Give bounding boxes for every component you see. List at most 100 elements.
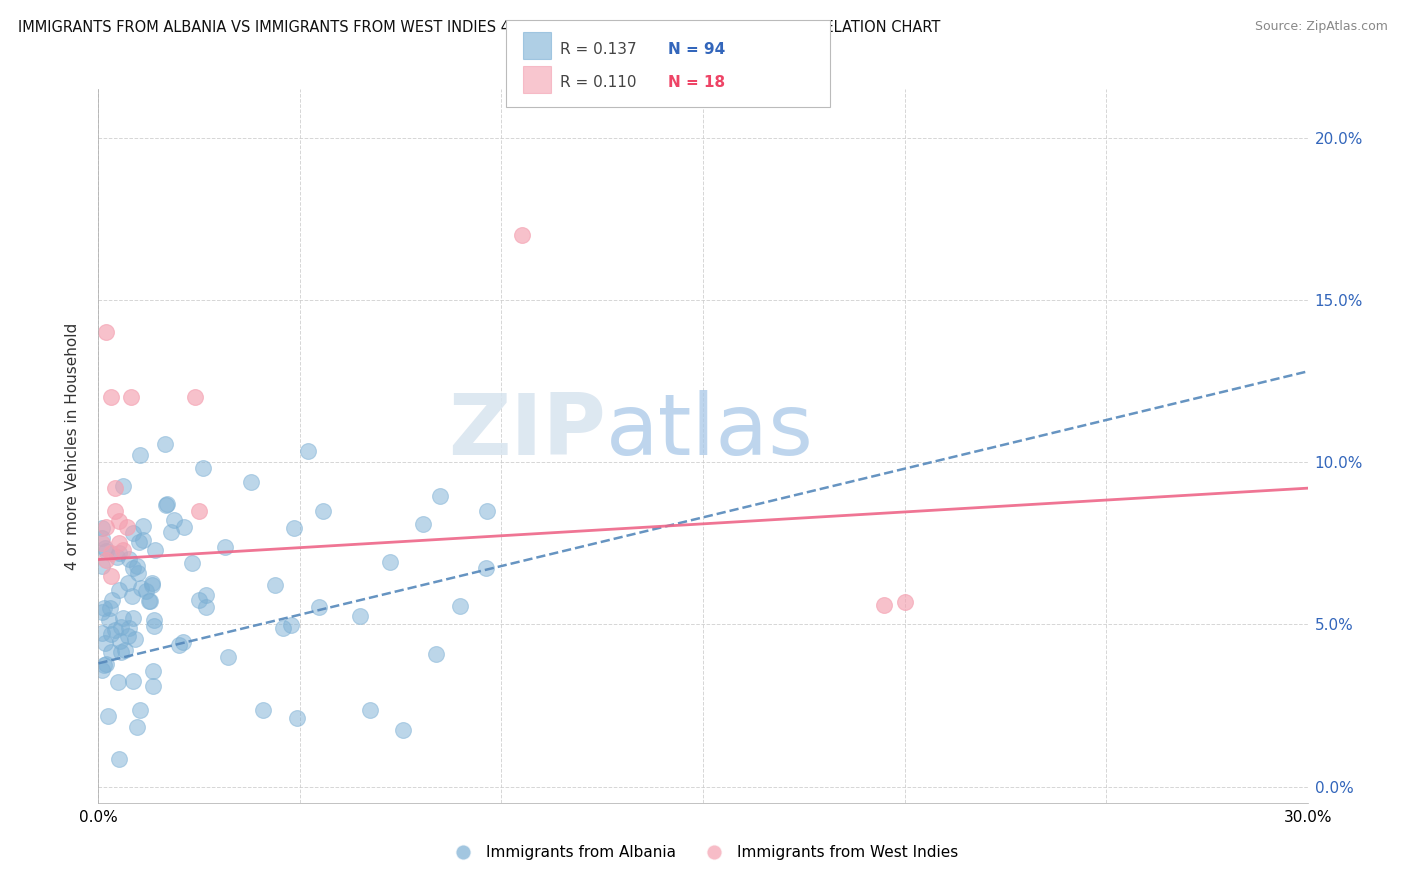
- Immigrants from Albania: [214, 540, 236, 554]
- Text: Source: ZipAtlas.com: Source: ZipAtlas.com: [1254, 20, 1388, 33]
- Immigrants from Albania: [285, 711, 308, 725]
- Immigrants from Albania: [312, 504, 335, 518]
- Immigrants from Albania: [107, 752, 129, 766]
- Text: ZIP: ZIP: [449, 390, 606, 474]
- Immigrants from Albania: [141, 575, 163, 590]
- Immigrants from Albania: [195, 599, 218, 614]
- Immigrants from Albania: [475, 561, 498, 575]
- Immigrants from West Indies: [96, 326, 118, 340]
- Immigrants from Albania: [108, 546, 131, 560]
- Immigrants from Albania: [143, 542, 166, 557]
- Immigrants from Albania: [93, 657, 115, 672]
- Text: N = 18: N = 18: [668, 76, 725, 90]
- Immigrants from West Indies: [893, 595, 915, 609]
- Immigrants from Albania: [114, 643, 136, 657]
- Immigrants from Albania: [142, 619, 165, 633]
- Immigrants from Albania: [271, 621, 294, 635]
- Immigrants from West Indies: [100, 546, 122, 560]
- Immigrants from Albania: [100, 592, 122, 607]
- Immigrants from Albania: [110, 633, 132, 648]
- Immigrants from Albania: [121, 674, 143, 689]
- Immigrants from West Indies: [107, 514, 129, 528]
- Immigrants from Albania: [252, 703, 274, 717]
- Immigrants from Albania: [160, 525, 183, 540]
- Immigrants from West Indies: [100, 568, 122, 582]
- Immigrants from Albania: [104, 623, 127, 637]
- Immigrants from Albania: [477, 504, 499, 518]
- Immigrants from Albania: [93, 541, 115, 556]
- Immigrants from Albania: [107, 674, 129, 689]
- Immigrants from Albania: [155, 498, 177, 512]
- Immigrants from Albania: [118, 621, 141, 635]
- Immigrants from West Indies: [120, 390, 142, 404]
- Immigrants from Albania: [122, 611, 145, 625]
- Immigrants from Albania: [125, 720, 148, 734]
- Immigrants from Albania: [118, 551, 141, 566]
- Immigrants from Albania: [96, 543, 118, 558]
- Immigrants from Albania: [188, 592, 211, 607]
- Immigrants from Albania: [91, 605, 114, 619]
- Immigrants from Albania: [169, 638, 191, 652]
- Immigrants from Albania: [138, 594, 160, 608]
- Immigrants from Albania: [142, 665, 165, 679]
- Immigrants from Albania: [173, 520, 195, 534]
- Immigrants from Albania: [93, 601, 115, 615]
- Immigrants from Albania: [94, 657, 117, 672]
- Immigrants from Albania: [153, 436, 176, 450]
- Immigrants from Albania: [100, 627, 122, 641]
- Immigrants from Albania: [156, 497, 179, 511]
- Immigrants from West Indies: [873, 598, 896, 612]
- Immigrants from Albania: [111, 478, 134, 492]
- Immigrants from West Indies: [96, 520, 118, 534]
- Immigrants from Albania: [110, 620, 132, 634]
- Immigrants from Albania: [121, 590, 143, 604]
- Immigrants from Albania: [349, 609, 371, 624]
- Text: N = 94: N = 94: [668, 42, 725, 56]
- Immigrants from West Indies: [103, 504, 125, 518]
- Immigrants from Albania: [412, 516, 434, 531]
- Immigrants from Albania: [100, 645, 122, 659]
- Immigrants from Albania: [129, 703, 152, 717]
- Immigrants from Albania: [429, 489, 451, 503]
- Immigrants from Albania: [111, 611, 134, 625]
- Immigrants from West Indies: [103, 481, 125, 495]
- Immigrants from Albania: [110, 645, 132, 659]
- Immigrants from Albania: [124, 632, 146, 646]
- Immigrants from Albania: [449, 599, 471, 614]
- Immigrants from West Indies: [91, 536, 114, 550]
- Immigrants from West Indies: [184, 390, 207, 404]
- Text: IMMIGRANTS FROM ALBANIA VS IMMIGRANTS FROM WEST INDIES 4 OR MORE VEHICLES IN HOU: IMMIGRANTS FROM ALBANIA VS IMMIGRANTS FR…: [18, 20, 941, 35]
- Immigrants from Albania: [193, 461, 215, 475]
- Immigrants from Albania: [121, 560, 143, 574]
- Immigrants from Albania: [117, 575, 139, 590]
- Immigrants from Albania: [91, 626, 114, 640]
- Immigrants from Albania: [94, 636, 117, 650]
- Immigrants from Albania: [91, 531, 114, 545]
- Immigrants from Albania: [217, 650, 239, 665]
- Immigrants from West Indies: [115, 520, 138, 534]
- Immigrants from Albania: [132, 533, 155, 548]
- Immigrants from Albania: [105, 549, 128, 564]
- Immigrants from Albania: [127, 558, 149, 573]
- Text: atlas: atlas: [606, 390, 814, 474]
- Immigrants from Albania: [239, 475, 262, 489]
- Immigrants from West Indies: [188, 504, 211, 518]
- Immigrants from Albania: [97, 709, 120, 723]
- Immigrants from Albania: [392, 723, 415, 737]
- Immigrants from Albania: [425, 647, 447, 661]
- Y-axis label: 4 or more Vehicles in Household: 4 or more Vehicles in Household: [65, 322, 80, 570]
- Immigrants from Albania: [91, 663, 114, 677]
- Immigrants from Albania: [264, 578, 287, 592]
- Immigrants from Albania: [98, 613, 121, 627]
- Immigrants from Albania: [128, 449, 150, 463]
- Immigrants from Albania: [141, 578, 163, 592]
- Immigrants from Albania: [91, 558, 114, 573]
- Immigrants from Albania: [380, 555, 402, 569]
- Immigrants from Albania: [308, 599, 330, 614]
- Immigrants from Albania: [172, 634, 194, 648]
- Immigrants from Albania: [181, 556, 204, 570]
- Immigrants from Albania: [195, 588, 218, 602]
- Immigrants from Albania: [280, 617, 302, 632]
- Immigrants from Albania: [135, 583, 157, 598]
- Immigrants from Albania: [142, 613, 165, 627]
